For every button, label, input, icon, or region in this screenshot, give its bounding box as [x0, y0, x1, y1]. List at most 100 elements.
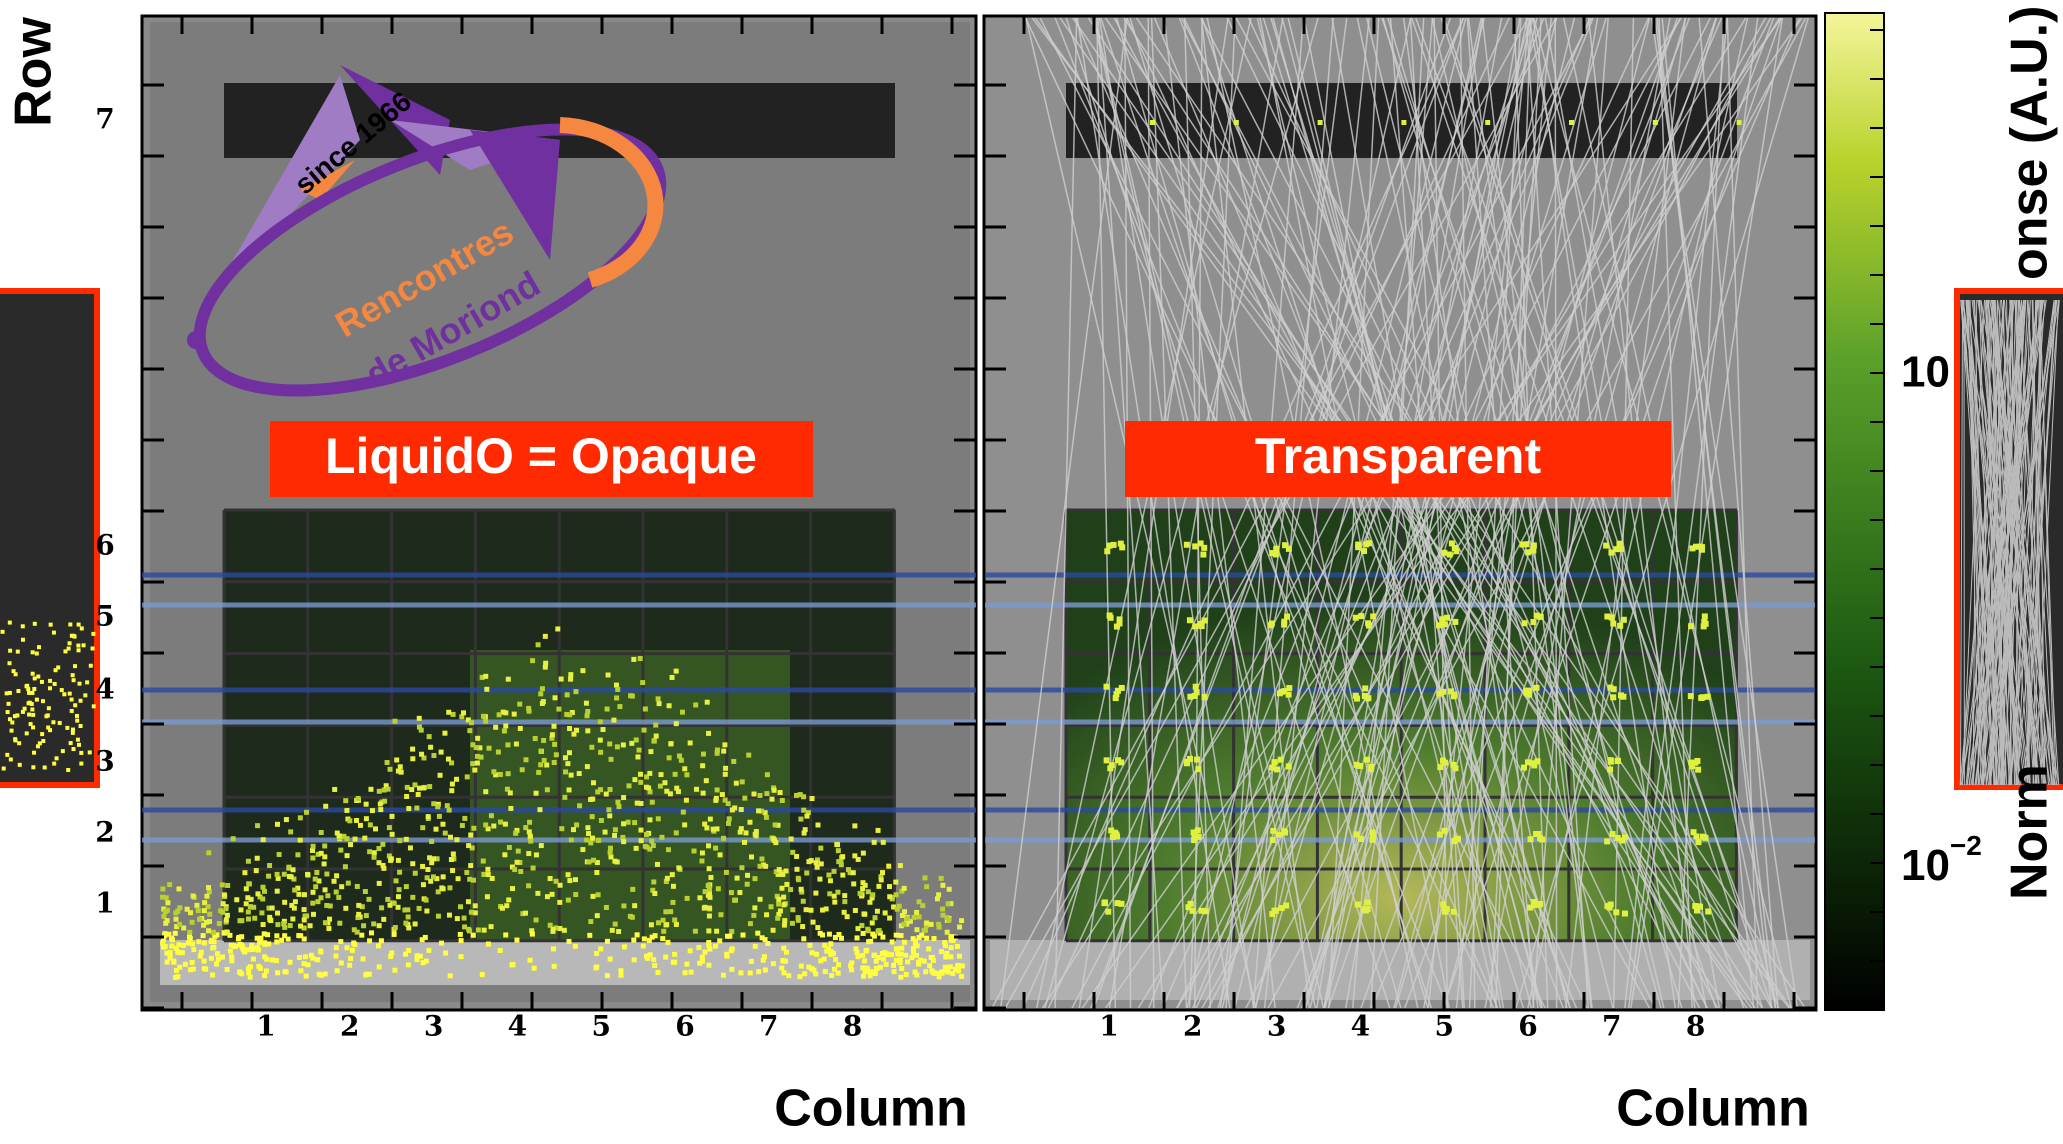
hit — [1361, 548, 1367, 554]
hit — [870, 932, 875, 937]
row-tick-label: 3 — [95, 745, 114, 778]
hit — [343, 798, 348, 803]
hit — [638, 780, 643, 785]
hit — [937, 974, 942, 979]
hit — [310, 855, 315, 860]
hit — [863, 948, 868, 953]
hit — [714, 929, 719, 934]
hit — [1187, 901, 1193, 907]
hit — [590, 894, 595, 899]
hit — [802, 971, 807, 976]
hit — [426, 948, 431, 953]
hit — [229, 958, 234, 963]
hit — [484, 687, 489, 692]
hit — [247, 881, 252, 886]
hit — [540, 701, 545, 706]
hit — [289, 903, 294, 908]
hit — [489, 813, 494, 818]
hit — [470, 761, 475, 766]
hit — [70, 709, 74, 713]
hit — [304, 974, 309, 979]
hit — [697, 895, 702, 900]
hit — [912, 915, 917, 920]
hit — [35, 698, 39, 702]
hit — [914, 972, 919, 977]
hit — [225, 967, 230, 972]
hit — [832, 900, 837, 905]
hit — [942, 940, 947, 945]
hit — [701, 791, 706, 796]
hit — [1353, 615, 1359, 621]
hit — [849, 960, 854, 965]
hit — [877, 928, 882, 933]
hit — [559, 826, 564, 831]
hit — [842, 910, 847, 915]
hit — [77, 743, 81, 747]
hit — [427, 734, 432, 739]
hit — [335, 831, 340, 836]
hit — [379, 938, 384, 943]
hit — [781, 895, 786, 900]
hit — [682, 822, 687, 827]
hit — [1521, 765, 1527, 771]
hit — [721, 836, 726, 841]
hit — [887, 884, 892, 889]
hit — [454, 777, 459, 782]
hit — [723, 772, 728, 777]
hit — [873, 915, 878, 920]
hit — [437, 814, 442, 819]
hit — [638, 656, 643, 661]
hit — [1737, 120, 1742, 125]
hit — [654, 734, 659, 739]
hit — [526, 706, 531, 711]
hit — [615, 687, 620, 692]
hit — [79, 699, 83, 703]
hit — [739, 807, 744, 812]
hit — [491, 769, 496, 774]
column-tick-label: 6 — [1518, 1010, 1537, 1043]
hit — [165, 960, 170, 965]
hit — [21, 624, 25, 628]
hit — [77, 648, 81, 652]
hit — [1688, 760, 1694, 766]
hit — [1118, 901, 1124, 907]
hit — [1617, 623, 1623, 629]
hit — [589, 745, 594, 750]
hit — [932, 936, 937, 941]
column-tick-label: 7 — [1602, 1010, 1621, 1043]
hit — [545, 894, 550, 899]
hit — [367, 849, 372, 854]
hit — [252, 916, 257, 921]
hit — [10, 729, 14, 733]
hit — [221, 901, 226, 906]
hit — [585, 825, 590, 830]
hit — [267, 917, 272, 922]
hit — [642, 728, 647, 733]
hit — [214, 961, 219, 966]
hit — [378, 801, 383, 806]
hit — [637, 748, 642, 753]
hit — [811, 968, 816, 973]
hit — [759, 856, 764, 861]
hit — [170, 937, 175, 942]
hit — [508, 790, 513, 795]
hit — [503, 822, 508, 827]
hit — [1444, 906, 1450, 912]
hit — [334, 945, 339, 950]
hit — [251, 957, 256, 962]
hit — [763, 968, 768, 973]
hit — [732, 898, 737, 903]
hit — [771, 928, 776, 933]
hit — [56, 665, 60, 669]
hit — [410, 747, 415, 752]
hit — [523, 911, 528, 916]
hit — [594, 951, 599, 956]
hit — [282, 900, 287, 905]
hit — [585, 713, 590, 718]
hit — [160, 886, 165, 891]
hit — [388, 767, 393, 772]
hit — [433, 827, 438, 832]
hit — [359, 933, 364, 938]
hit — [234, 897, 239, 902]
hit — [202, 959, 207, 964]
